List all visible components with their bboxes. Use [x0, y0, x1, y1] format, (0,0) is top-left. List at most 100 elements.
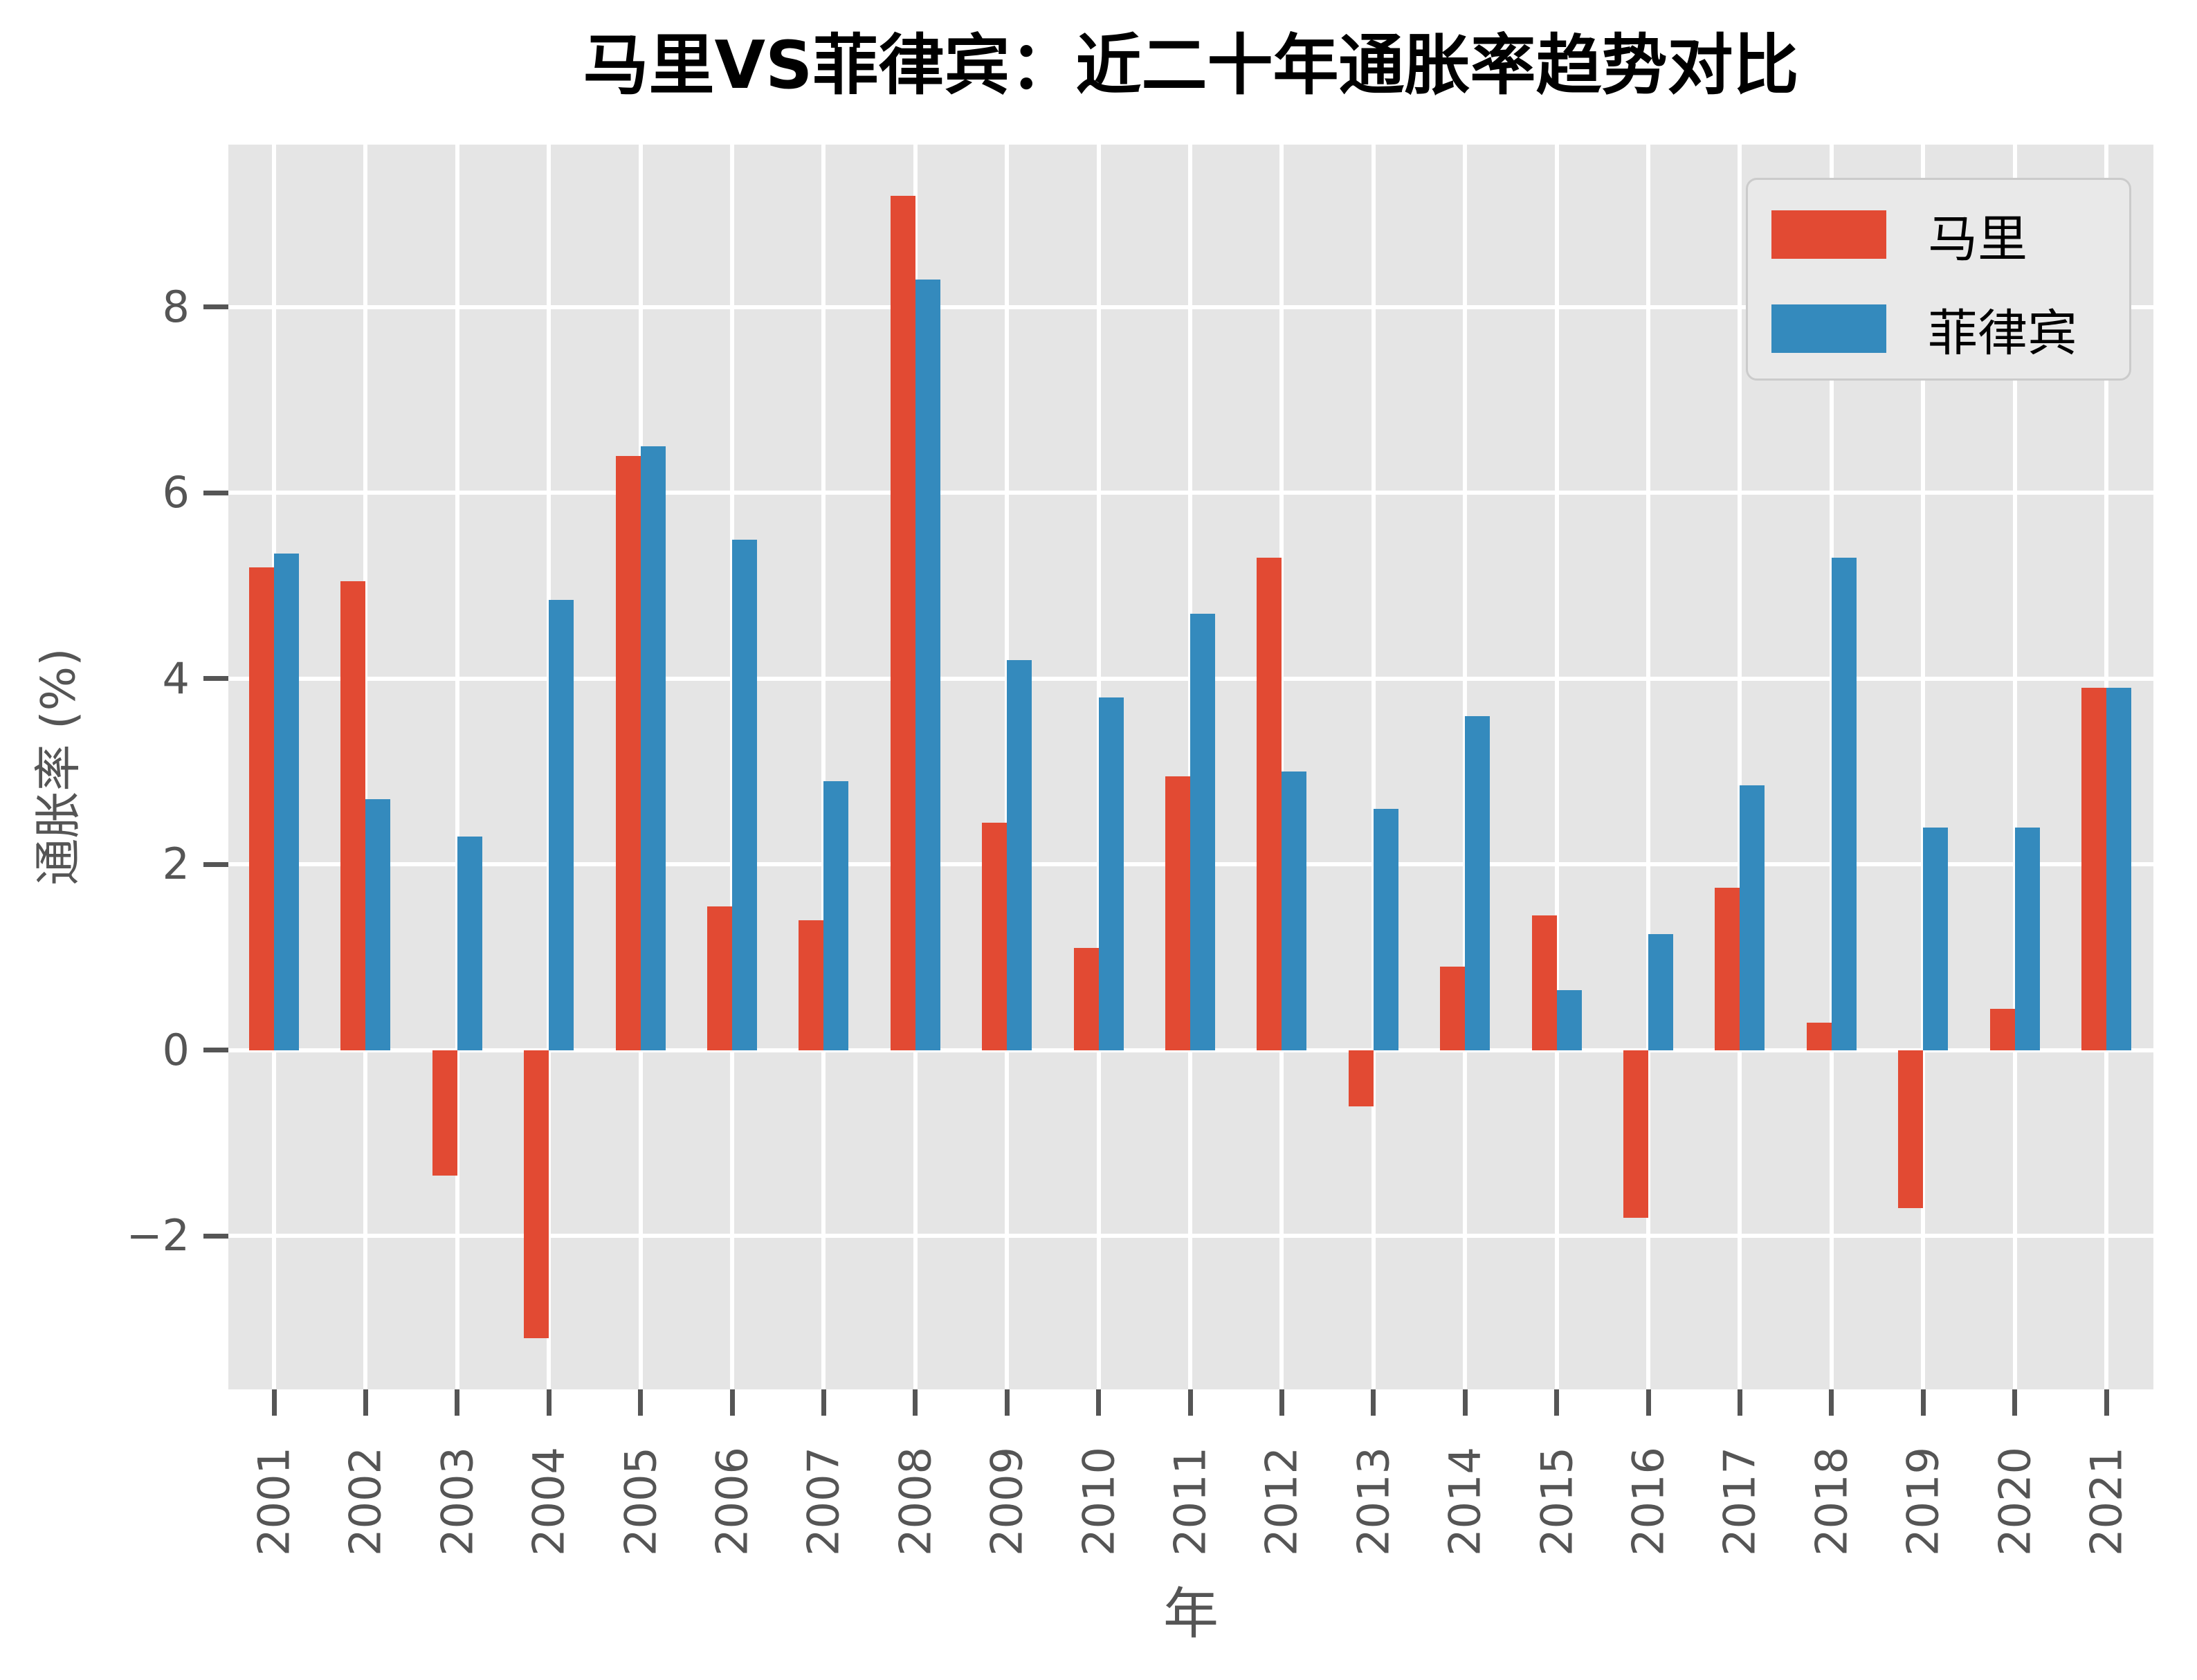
v-gridline [1738, 145, 1742, 1389]
bar-马里-2009 [982, 823, 1008, 1050]
bar-菲律宾-2018 [1831, 558, 1857, 1050]
bar-马里-2011 [1165, 776, 1190, 1050]
y-tick-mark [203, 1048, 228, 1053]
bar-马里-2001 [249, 567, 274, 1050]
bar-马里-2018 [1806, 1022, 1832, 1050]
bar-马里-2003 [432, 1050, 457, 1176]
bar-马里-2004 [524, 1050, 549, 1339]
x-tick-label-2008: 2008 [890, 1447, 941, 1556]
y-tick-mark [203, 304, 228, 310]
v-gridline [1554, 145, 1559, 1389]
legend: 马里 菲律宾 [1746, 178, 2131, 381]
x-tick-label-2009: 2009 [981, 1447, 1032, 1556]
bar-菲律宾-2001 [274, 553, 299, 1050]
bar-马里-2020 [1989, 1008, 2015, 1050]
philippines-swatch-icon [1771, 304, 1886, 353]
bar-马里-2005 [615, 455, 641, 1050]
x-tick-label-2004: 2004 [523, 1447, 574, 1556]
bar-菲律宾-2013 [1373, 808, 1398, 1050]
bar-菲律宾-2021 [2106, 688, 2131, 1050]
legend-label-mali: 马里 [1928, 210, 2028, 268]
x-tick-label-2014: 2014 [1439, 1447, 1491, 1556]
bar-马里-2014 [1440, 967, 1466, 1050]
y-tick-mark [203, 676, 228, 682]
v-gridline [1371, 145, 1376, 1389]
bar-马里-2007 [799, 920, 824, 1050]
y-tick-mark [203, 490, 228, 495]
bar-马里-2006 [707, 906, 732, 1050]
v-gridline [2012, 145, 2017, 1389]
bar-菲律宾-2007 [823, 780, 849, 1050]
x-tick-mark [1554, 1389, 1560, 1416]
x-tick-mark [271, 1389, 277, 1416]
bar-马里-2002 [340, 581, 366, 1050]
x-tick-label-2002: 2002 [340, 1447, 391, 1556]
x-tick-mark [2104, 1389, 2109, 1416]
x-tick-mark [455, 1389, 460, 1416]
v-gridline [455, 145, 459, 1389]
bar-菲律宾-2011 [1190, 613, 1215, 1050]
x-tick-mark [1004, 1389, 1010, 1416]
bar-菲律宾-2003 [457, 837, 482, 1050]
y-tick-label: 2 [162, 839, 190, 890]
bar-马里-2021 [2081, 688, 2106, 1050]
x-tick-mark [638, 1389, 644, 1416]
x-tick-label-2017: 2017 [1714, 1447, 1765, 1556]
bar-马里-2017 [1715, 888, 1740, 1050]
x-axis-label: 年 [1163, 1582, 1219, 1646]
mali-swatch-icon [1771, 210, 1886, 259]
legend-label-philippines: 菲律宾 [1928, 304, 2078, 363]
bar-马里-2008 [890, 195, 915, 1050]
x-tick-mark [1829, 1389, 1834, 1416]
bar-菲律宾-2020 [2014, 827, 2040, 1050]
x-tick-label-2003: 2003 [432, 1447, 483, 1556]
x-tick-mark [1187, 1389, 1193, 1416]
bar-菲律宾-2005 [640, 446, 666, 1050]
v-gridline [821, 145, 826, 1389]
bar-菲律宾-2015 [1556, 989, 1582, 1050]
v-gridline [1921, 145, 1926, 1389]
bar-马里-2015 [1531, 915, 1557, 1050]
x-tick-label-2013: 2013 [1348, 1447, 1399, 1556]
bar-菲律宾-2004 [549, 599, 574, 1050]
x-tick-label-2010: 2010 [1073, 1447, 1124, 1556]
bar-菲律宾-2009 [1007, 660, 1032, 1050]
bar-菲律宾-2010 [1098, 697, 1124, 1050]
x-tick-label-2001: 2001 [248, 1447, 300, 1556]
bar-菲律宾-2014 [1465, 715, 1491, 1050]
x-tick-label-2015: 2015 [1531, 1447, 1583, 1556]
bar-马里-2010 [1073, 948, 1099, 1050]
x-tick-label-2006: 2006 [706, 1447, 758, 1556]
v-gridline [363, 145, 368, 1389]
bar-菲律宾-2002 [365, 799, 391, 1050]
x-tick-mark [1646, 1389, 1651, 1416]
x-tick-label-2005: 2005 [615, 1447, 666, 1556]
bar-菲律宾-2016 [1648, 934, 1673, 1050]
v-gridline [1646, 145, 1650, 1389]
chart-title: 马里VS菲律宾：近二十年通胀率趋势对比 [583, 28, 1799, 104]
y-tick-label: −2 [126, 1210, 190, 1261]
bar-马里-2012 [1257, 558, 1282, 1050]
x-tick-label-2019: 2019 [1897, 1447, 1949, 1556]
x-tick-mark [1096, 1389, 1102, 1416]
x-tick-mark [729, 1389, 735, 1416]
bar-菲律宾-2019 [1923, 827, 1949, 1050]
y-tick-label: 4 [162, 652, 190, 704]
bar-菲律宾-2012 [1282, 771, 1307, 1050]
bar-马里-2016 [1623, 1050, 1648, 1218]
x-tick-mark [546, 1389, 551, 1416]
x-tick-label-2018: 2018 [1806, 1447, 1857, 1556]
bar-菲律宾-2008 [915, 279, 940, 1050]
y-tick-label: 6 [162, 467, 190, 518]
x-tick-label-2007: 2007 [798, 1447, 849, 1556]
x-tick-mark [821, 1389, 826, 1416]
y-tick-label: 0 [162, 1024, 190, 1075]
bar-马里-2019 [1898, 1050, 1924, 1209]
x-tick-mark [1279, 1389, 1284, 1416]
x-tick-label-2012: 2012 [1256, 1447, 1307, 1556]
x-tick-mark [363, 1389, 368, 1416]
v-gridline [1279, 145, 1284, 1389]
x-tick-mark [1462, 1389, 1468, 1416]
x-tick-mark [1920, 1389, 1926, 1416]
